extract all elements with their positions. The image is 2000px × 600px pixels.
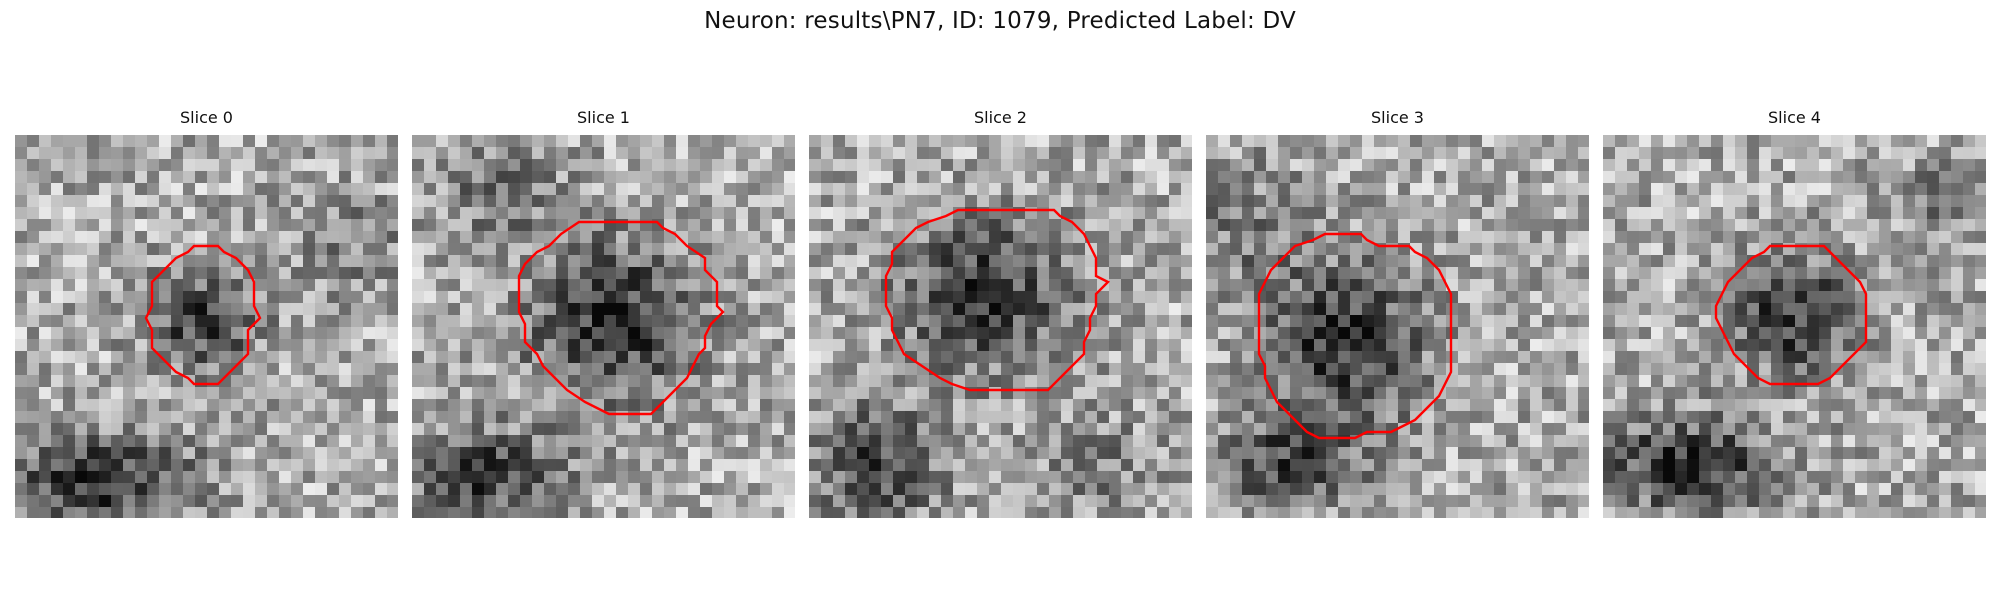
slice-image xyxy=(1603,135,1986,518)
slice-title: Slice 0 xyxy=(180,108,233,127)
neuron-contour xyxy=(884,208,1111,392)
neuron-contour xyxy=(1257,232,1453,440)
slice-title: Slice 2 xyxy=(974,108,1027,127)
slice-title: Slice 1 xyxy=(577,108,630,127)
slice-image xyxy=(412,135,795,518)
slice-image xyxy=(809,135,1192,518)
neuron-contour xyxy=(144,244,262,386)
slice-title: Slice 3 xyxy=(1371,108,1424,127)
neuron-contour xyxy=(517,220,725,416)
pixel-grid xyxy=(412,135,795,518)
pixel-grid xyxy=(1206,135,1589,518)
pixel-grid xyxy=(809,135,1192,518)
neuron-contour xyxy=(1714,244,1868,386)
slice-image xyxy=(1206,135,1589,518)
pixel-grid xyxy=(1603,135,1986,518)
slice-title: Slice 4 xyxy=(1768,108,1821,127)
figure-title: Neuron: results\PN7, ID: 1079, Predicted… xyxy=(704,8,1296,34)
slice-image xyxy=(15,135,398,518)
pixel-grid xyxy=(15,135,398,518)
